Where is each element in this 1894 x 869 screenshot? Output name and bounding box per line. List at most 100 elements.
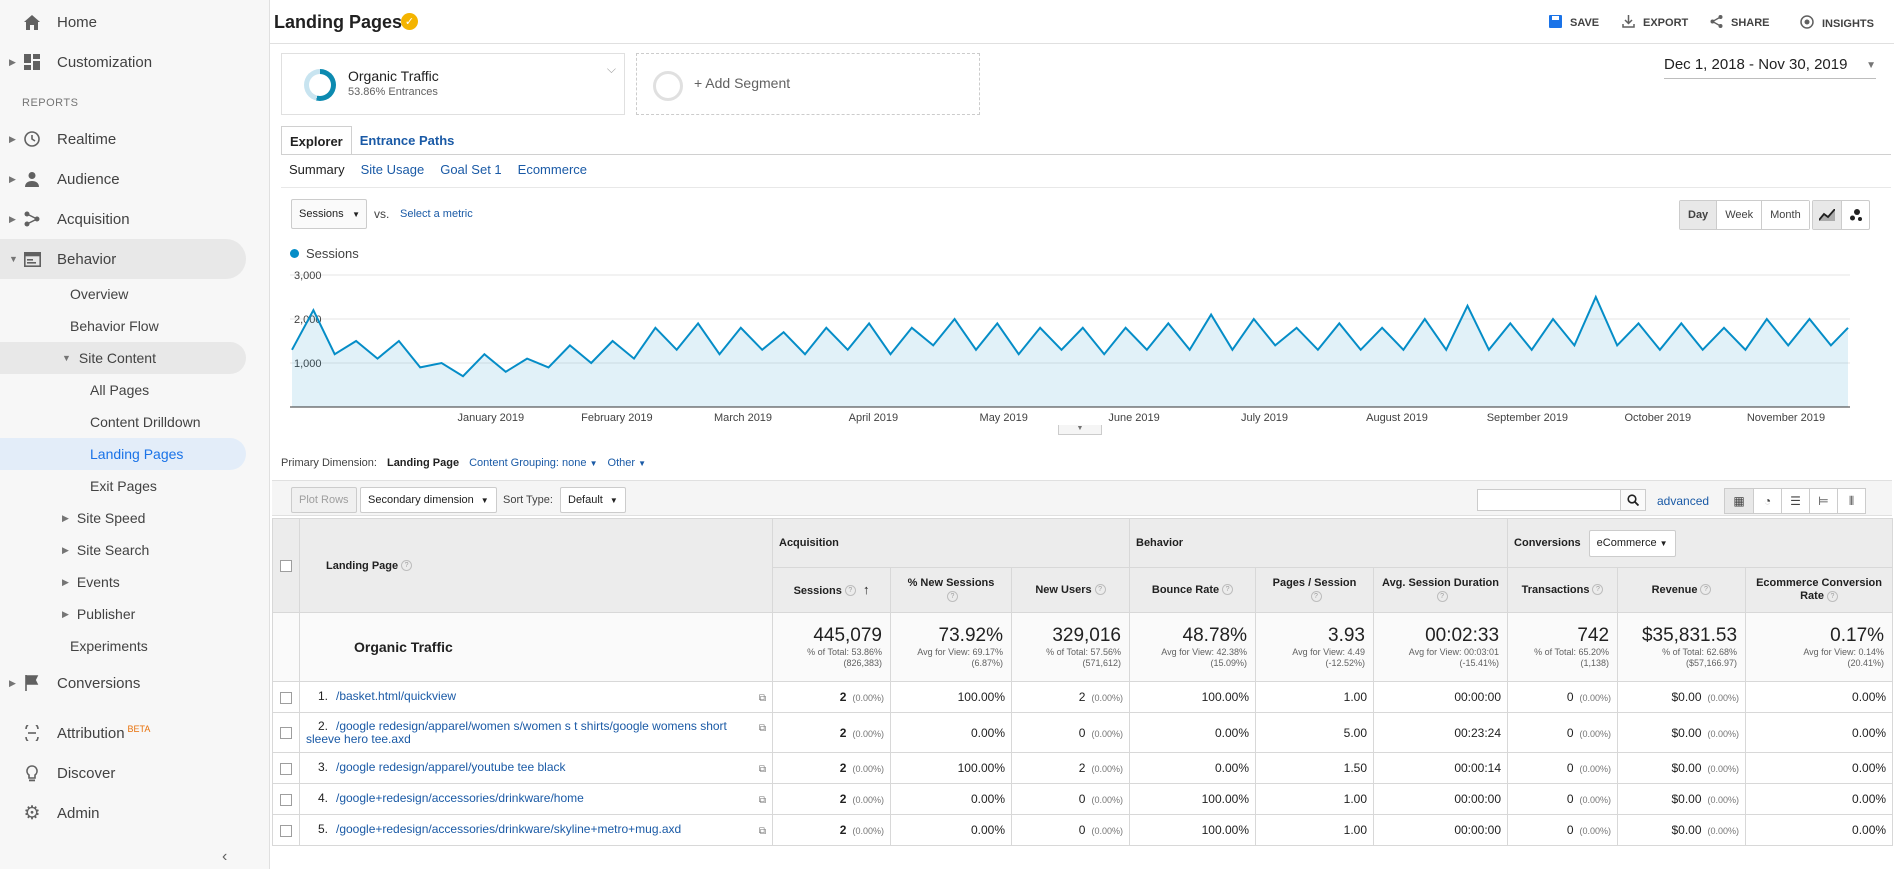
table-row[interactable]: ⧉ 1. /basket.html/quickview 2 (0.00%) 100.00%… bbox=[272, 681, 1894, 713]
collapse-sidebar-icon[interactable]: ‹ bbox=[222, 848, 228, 865]
transactions-header[interactable]: Transactions? bbox=[1507, 567, 1619, 613]
nav-exit-pages[interactable]: Exit Pages bbox=[90, 478, 157, 494]
help-icon[interactable]: ? bbox=[1700, 584, 1712, 596]
row-checkbox[interactable] bbox=[280, 793, 292, 806]
open-external-icon[interactable]: ⧉ bbox=[758, 692, 766, 704]
motion-chart-icon[interactable] bbox=[1841, 201, 1869, 229]
conversions-select[interactable]: eCommerce ▼ bbox=[1588, 529, 1676, 557]
tab-entrance-paths[interactable]: Entrance Paths bbox=[359, 133, 455, 148]
nav-all-pages[interactable]: All Pages bbox=[90, 382, 150, 398]
line-chart-icon[interactable] bbox=[1813, 201, 1841, 229]
open-external-icon[interactable]: ⧉ bbox=[758, 763, 766, 775]
row-checkbox[interactable] bbox=[280, 727, 292, 740]
segment-card[interactable]: Organic Traffic 53.86% Entrances ⌵ bbox=[281, 53, 625, 115]
pages-session-header[interactable]: Pages / Session? bbox=[1255, 567, 1374, 613]
chart-resize-handle[interactable]: ▼ bbox=[1058, 425, 1102, 435]
open-external-icon[interactable]: ⧉ bbox=[758, 794, 766, 806]
primary-dimension-value[interactable]: Landing Page bbox=[386, 457, 460, 469]
search-icon[interactable] bbox=[1620, 489, 1646, 511]
sort-type-select[interactable]: Default ▼ bbox=[560, 487, 626, 513]
nav-acquisition[interactable]: ▶ Acquisition bbox=[0, 199, 246, 239]
date-range-picker[interactable]: Dec 1, 2018 - Nov 30, 2019 ▼ bbox=[1664, 56, 1876, 79]
content-grouping-select[interactable]: Content Grouping: none ▼ bbox=[469, 457, 597, 469]
help-icon[interactable]: ? bbox=[947, 590, 958, 602]
nav-home[interactable]: Home bbox=[0, 2, 246, 42]
sessions-header[interactable]: Sessions? ↑ bbox=[772, 567, 891, 613]
pie-chart-icon[interactable]: ◔ bbox=[1753, 489, 1781, 513]
landing-page-link[interactable]: /google redesign/apparel/women s/women s… bbox=[306, 718, 727, 746]
sort-ascending-icon[interactable]: ↑ bbox=[862, 581, 870, 597]
table-row[interactable]: ⧉ 4. /google+redesign/accessories/drinkwar… bbox=[272, 783, 1894, 815]
select-metric-link[interactable]: Select a metric bbox=[400, 208, 473, 220]
help-icon[interactable]: ? bbox=[1310, 590, 1322, 602]
subtab-summary[interactable]: Summary bbox=[289, 162, 345, 177]
nav-admin[interactable]: ⚙ Admin bbox=[0, 793, 246, 833]
select-all-checkbox[interactable] bbox=[280, 559, 292, 572]
avg-duration-header[interactable]: Avg. Session Duration? bbox=[1372, 567, 1509, 613]
table-row[interactable]: ⧉ 5. /google+redesign/accessories/drinkwar… bbox=[272, 814, 1894, 846]
row-checkbox[interactable] bbox=[280, 691, 292, 704]
share-button[interactable]: SHARE bbox=[1710, 15, 1770, 31]
nav-site-content[interactable]: ▼ Site Content bbox=[0, 342, 246, 374]
subtab-ecommerce[interactable]: Ecommerce bbox=[517, 162, 588, 177]
table-search-input[interactable] bbox=[1477, 489, 1621, 511]
row-checkbox[interactable] bbox=[280, 762, 292, 775]
landing-page-header[interactable]: Landing Page? bbox=[299, 518, 773, 613]
secondary-dimension-select[interactable]: Secondary dimension ▼ bbox=[360, 487, 497, 513]
help-icon[interactable]: ? bbox=[844, 585, 856, 597]
month-button[interactable]: Month bbox=[1761, 201, 1809, 229]
table-row[interactable]: ⧉ 3. /google redesign/apparel/youtube tee … bbox=[272, 752, 1894, 784]
landing-page-link[interactable]: /google redesign/apparel/youtube tee bla… bbox=[336, 759, 566, 774]
nav-attribution[interactable]: Attribution BETA bbox=[0, 713, 246, 753]
help-icon[interactable]: ? bbox=[1094, 584, 1106, 596]
nav-events[interactable]: ▶ Events bbox=[0, 566, 246, 598]
nav-behavior[interactable]: ▼ Behavior bbox=[0, 239, 246, 279]
row-checkbox[interactable] bbox=[280, 824, 292, 837]
help-icon[interactable]: ? bbox=[1592, 584, 1604, 596]
new-sessions-header[interactable]: % New Sessions? bbox=[890, 567, 1012, 613]
other-dimension-select[interactable]: Other ▼ bbox=[608, 457, 647, 469]
nav-publisher[interactable]: ▶ Publisher bbox=[0, 598, 246, 630]
subtab-site-usage[interactable]: Site Usage bbox=[360, 162, 425, 177]
comparison-icon[interactable]: ⊨ bbox=[1809, 489, 1837, 513]
nav-site-search[interactable]: ▶ Site Search bbox=[0, 534, 246, 566]
landing-page-link[interactable]: /basket.html/quickview bbox=[336, 688, 457, 703]
nav-overview[interactable]: Overview bbox=[70, 286, 129, 302]
day-button[interactable]: Day bbox=[1680, 201, 1717, 229]
nav-landing-pages[interactable]: Landing Pages bbox=[0, 438, 246, 470]
save-button[interactable]: SAVE bbox=[1549, 15, 1599, 31]
bounce-rate-header[interactable]: Bounce Rate? bbox=[1129, 567, 1256, 613]
nav-site-speed[interactable]: ▶ Site Speed bbox=[0, 502, 246, 534]
ecr-header[interactable]: Ecommerce Conversion Rate? bbox=[1745, 567, 1894, 613]
nav-conversions[interactable]: ▶ Conversions bbox=[0, 663, 246, 703]
performance-icon[interactable]: ☰ bbox=[1781, 489, 1809, 513]
export-button[interactable]: EXPORT bbox=[1622, 15, 1688, 31]
nav-content-drilldown[interactable]: Content Drilldown bbox=[90, 414, 201, 430]
add-segment-button[interactable]: + Add Segment bbox=[636, 53, 980, 115]
nav-realtime[interactable]: ▶ Realtime bbox=[0, 119, 246, 159]
revenue-header[interactable]: Revenue? bbox=[1617, 567, 1747, 613]
nav-customization[interactable]: ▶ Customization bbox=[0, 42, 246, 82]
plot-rows-button[interactable]: Plot Rows bbox=[291, 487, 357, 513]
data-table-icon[interactable]: ▦ bbox=[1725, 489, 1753, 513]
nav-behavior-flow[interactable]: Behavior Flow bbox=[70, 318, 159, 334]
new-users-header[interactable]: New Users? bbox=[1011, 567, 1130, 613]
help-icon[interactable]: ? bbox=[1826, 590, 1838, 602]
help-icon[interactable]: ? bbox=[1436, 590, 1448, 602]
pivot-icon[interactable]: ⦀ bbox=[1837, 489, 1865, 513]
metric-select[interactable]: Sessions ▼ bbox=[291, 199, 367, 229]
open-external-icon[interactable]: ⧉ bbox=[758, 825, 766, 837]
insights-button[interactable]: INSIGHTS bbox=[1800, 15, 1874, 32]
landing-page-link[interactable]: /google+redesign/accessories/drinkware/h… bbox=[336, 790, 584, 805]
nav-discover[interactable]: Discover bbox=[0, 753, 246, 793]
help-icon[interactable]: ? bbox=[401, 560, 413, 572]
advanced-filter-link[interactable]: advanced bbox=[1657, 494, 1710, 508]
subtab-goal-set[interactable]: Goal Set 1 bbox=[440, 162, 502, 177]
chevron-down-icon[interactable]: ⌵ bbox=[606, 62, 616, 76]
help-icon[interactable]: ? bbox=[1222, 584, 1234, 596]
landing-page-link[interactable]: /google+redesign/accessories/drinkware/s… bbox=[336, 821, 682, 836]
nav-experiments[interactable]: Experiments bbox=[70, 638, 148, 654]
nav-audience[interactable]: ▶ Audience bbox=[0, 159, 246, 199]
open-external-icon[interactable]: ⧉ bbox=[758, 722, 766, 734]
table-row[interactable]: ⧉ 2./google redesign/apparel/women s/wome… bbox=[272, 712, 1894, 753]
